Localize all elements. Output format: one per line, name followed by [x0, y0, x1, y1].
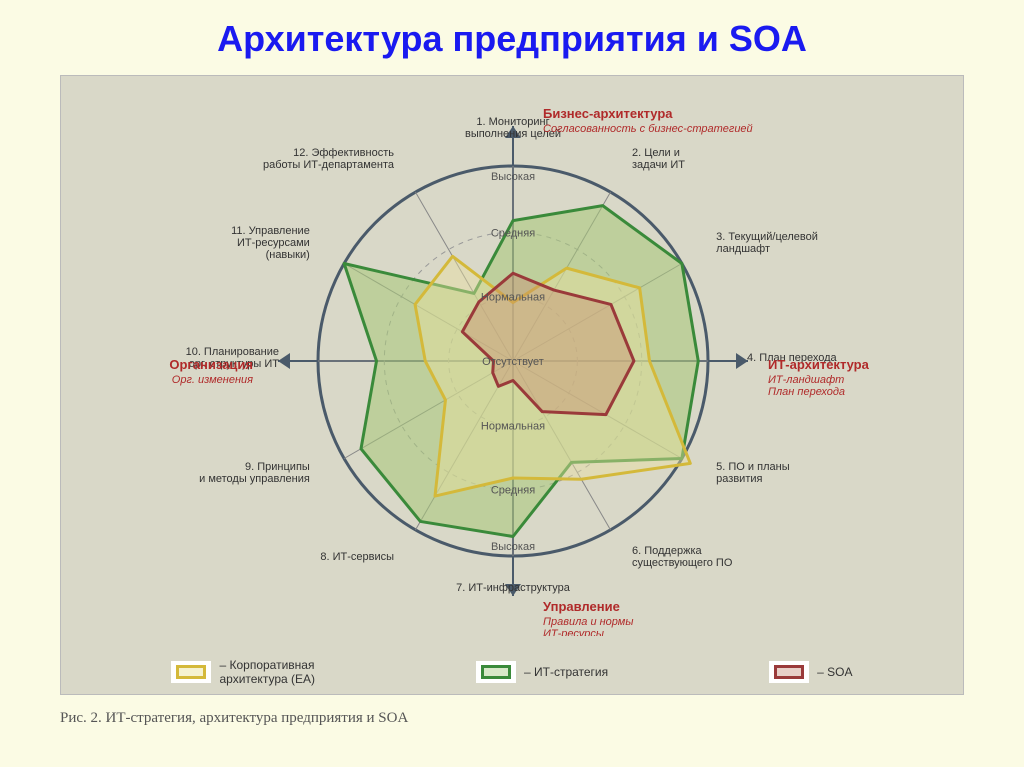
svg-text:Высокая: Высокая [491, 541, 535, 553]
legend-label: – ИТ-стратегия [524, 665, 608, 679]
legend-item: – SOA [769, 661, 852, 683]
svg-text:5. ПО и планыразвития: 5. ПО и планыразвития [716, 461, 790, 485]
svg-text:6. Поддержкасуществующего ПО: 6. Поддержкасуществующего ПО [632, 545, 733, 569]
svg-text:Отсутствует: Отсутствует [482, 356, 544, 368]
svg-text:Нормальная: Нормальная [481, 420, 545, 432]
svg-text:Согласованность с бизнес-страт: Согласованность с бизнес-стратегией [543, 123, 753, 135]
svg-text:Управление: Управление [543, 599, 620, 614]
radar-svg-wrap: Отсутствует Нормальная Нормальная Средняя Ср… [61, 76, 963, 636]
svg-text:8. ИТ-сервисы: 8. ИТ-сервисы [320, 551, 394, 563]
radar-chart-container: Отсутствует Нормальная Нормальная Средняя Ср… [60, 75, 964, 695]
svg-text:План перехода: План перехода [768, 386, 845, 398]
svg-text:Высокая: Высокая [491, 171, 535, 183]
svg-text:Нормальная: Нормальная [481, 292, 545, 304]
svg-text:11. УправлениеИТ-ресурсами(нав: 11. УправлениеИТ-ресурсами(навыки) [231, 225, 310, 261]
svg-text:Правила и нормы: Правила и нормы [543, 616, 633, 628]
svg-text:Организация: Организация [169, 357, 253, 372]
svg-text:ИТ-архитектура: ИТ-архитектура [768, 357, 870, 372]
svg-text:12. Эффективностьработы ИТ-деп: 12. Эффективностьработы ИТ-департамента [263, 147, 395, 171]
radar-chart: Отсутствует Нормальная Нормальная Средняя Ср… [61, 76, 965, 636]
figure-caption: Рис. 2. ИТ-стратегия, архитектура предпр… [60, 710, 408, 727]
legend-label: – Корпоративнаяархитектура (EA) [219, 658, 315, 686]
svg-text:3. Текущий/целевойландшафт: 3. Текущий/целевойландшафт [716, 231, 818, 255]
svg-text:Орг. изменения: Орг. изменения [172, 374, 253, 386]
svg-text:Бизнес-архитектура: Бизнес-архитектура [543, 106, 673, 121]
svg-text:Средняя: Средняя [491, 485, 535, 497]
svg-text:9. Принципыи методы управления: 9. Принципыи методы управления [199, 461, 310, 485]
svg-text:ИТ-ландшафт: ИТ-ландшафт [768, 374, 844, 386]
svg-text:2. Цели изадачи ИТ: 2. Цели изадачи ИТ [632, 147, 685, 171]
legend-item: – Корпоративнаяархитектура (EA) [171, 658, 315, 686]
legend-label: – SOA [817, 665, 852, 679]
page-title: Архитектура предприятия и SOA [0, 0, 1024, 68]
svg-text:ИТ-ресурсы: ИТ-ресурсы [543, 628, 604, 636]
svg-text:7. ИТ-инфраструктура: 7. ИТ-инфраструктура [456, 582, 571, 594]
legend: – Корпоративнаяархитектура (EA) – ИТ-стра… [61, 658, 963, 686]
legend-item: – ИТ-стратегия [476, 661, 608, 683]
svg-text:Средняя: Средняя [491, 227, 535, 239]
